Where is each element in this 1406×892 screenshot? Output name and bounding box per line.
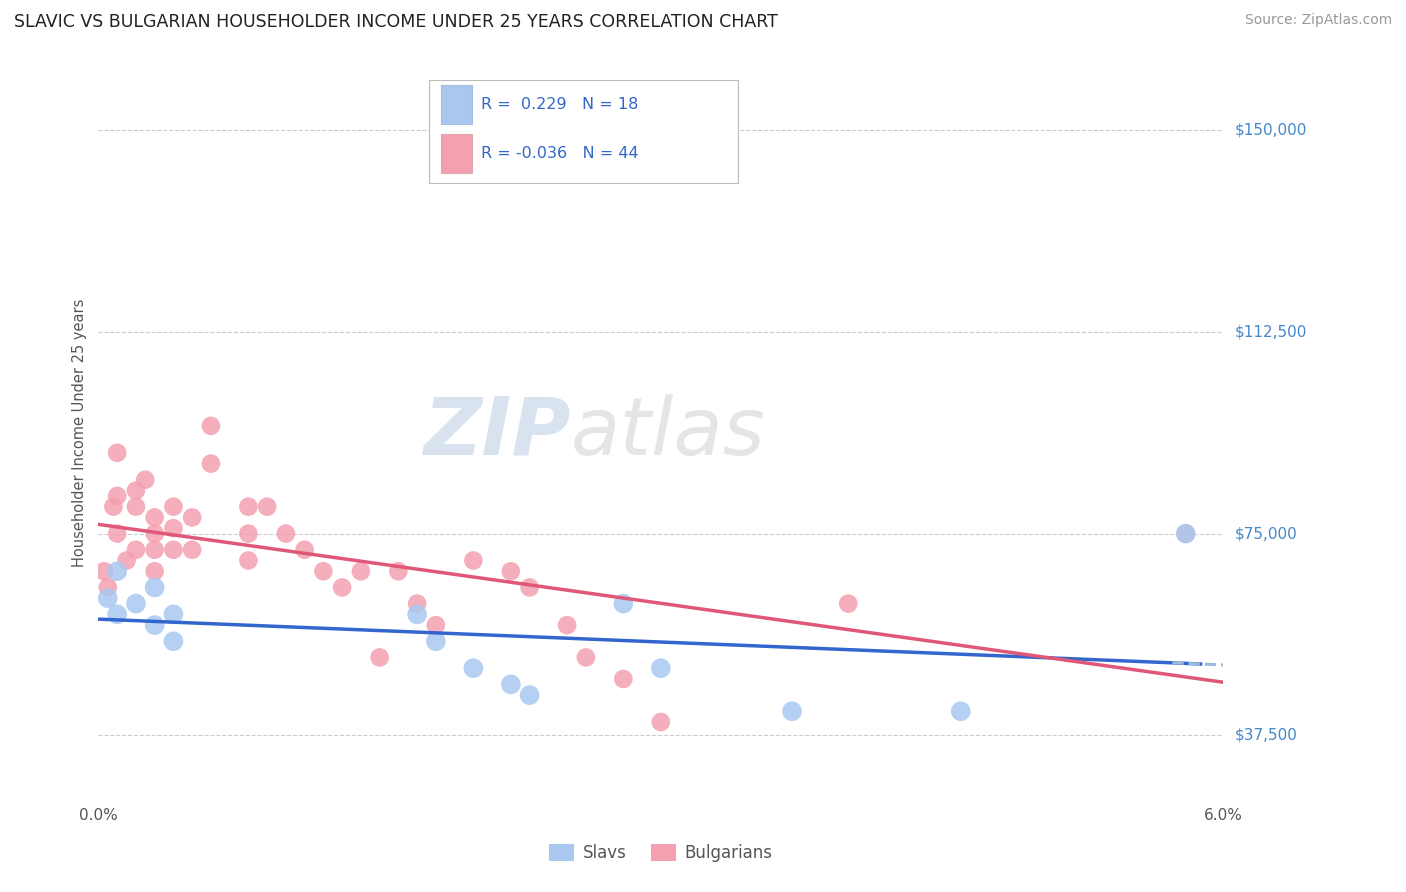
Point xyxy=(350,564,373,578)
Point xyxy=(837,597,859,611)
Text: ZIP: ZIP xyxy=(423,393,571,472)
Point xyxy=(143,542,166,557)
Point xyxy=(105,489,128,503)
Point xyxy=(103,500,125,514)
Point xyxy=(143,618,166,632)
Point xyxy=(368,650,391,665)
Point xyxy=(134,473,156,487)
Point xyxy=(463,553,485,567)
Point xyxy=(143,526,166,541)
Point xyxy=(256,500,278,514)
Point xyxy=(519,581,541,595)
Bar xyxy=(441,86,472,124)
Bar xyxy=(441,134,472,173)
Text: SLAVIC VS BULGARIAN HOUSEHOLDER INCOME UNDER 25 YEARS CORRELATION CHART: SLAVIC VS BULGARIAN HOUSEHOLDER INCOME U… xyxy=(14,13,778,31)
Point xyxy=(97,581,120,595)
Point xyxy=(555,618,578,632)
Legend: Slavs, Bulgarians: Slavs, Bulgarians xyxy=(543,837,779,869)
Text: Source: ZipAtlas.com: Source: ZipAtlas.com xyxy=(1244,13,1392,28)
Point xyxy=(274,526,297,541)
Point xyxy=(125,542,148,557)
Text: R =  0.229   N = 18: R = 0.229 N = 18 xyxy=(481,97,638,112)
Point xyxy=(499,677,522,691)
Point xyxy=(650,661,672,675)
Point xyxy=(143,564,166,578)
Point xyxy=(463,661,485,675)
Point xyxy=(612,597,634,611)
Y-axis label: Householder Income Under 25 years: Householder Income Under 25 years xyxy=(72,299,87,566)
Point xyxy=(519,688,541,702)
Text: $150,000: $150,000 xyxy=(1234,122,1306,137)
Point xyxy=(162,607,184,622)
Point xyxy=(200,457,222,471)
Point xyxy=(125,500,148,514)
Text: atlas: atlas xyxy=(571,393,766,472)
Point xyxy=(105,564,128,578)
Point xyxy=(105,607,128,622)
Point xyxy=(612,672,634,686)
Point xyxy=(425,634,447,648)
Point xyxy=(181,510,204,524)
Point xyxy=(238,526,260,541)
Point xyxy=(1174,526,1197,541)
Text: $112,500: $112,500 xyxy=(1234,324,1306,339)
Point xyxy=(162,634,184,648)
Point xyxy=(181,542,204,557)
Point xyxy=(406,607,429,622)
Point xyxy=(143,510,166,524)
Point xyxy=(105,526,128,541)
Point xyxy=(780,704,803,718)
Point xyxy=(162,500,184,514)
Text: $75,000: $75,000 xyxy=(1234,526,1298,541)
Point xyxy=(162,521,184,535)
Point xyxy=(425,618,447,632)
Point xyxy=(499,564,522,578)
Point xyxy=(1174,526,1197,541)
Point xyxy=(115,553,138,567)
Point xyxy=(93,564,115,578)
Point xyxy=(330,581,353,595)
Point xyxy=(387,564,409,578)
Point xyxy=(949,704,972,718)
Point xyxy=(97,591,120,606)
Point xyxy=(294,542,316,557)
Point xyxy=(312,564,335,578)
Point xyxy=(162,542,184,557)
Point xyxy=(238,500,260,514)
Point xyxy=(125,597,148,611)
Text: $37,500: $37,500 xyxy=(1234,728,1298,743)
Text: R = -0.036   N = 44: R = -0.036 N = 44 xyxy=(481,145,640,161)
Point xyxy=(105,446,128,460)
Point xyxy=(125,483,148,498)
Point xyxy=(650,714,672,729)
Point xyxy=(575,650,598,665)
Point xyxy=(238,553,260,567)
Point xyxy=(200,418,222,433)
Point xyxy=(406,597,429,611)
Point xyxy=(143,581,166,595)
